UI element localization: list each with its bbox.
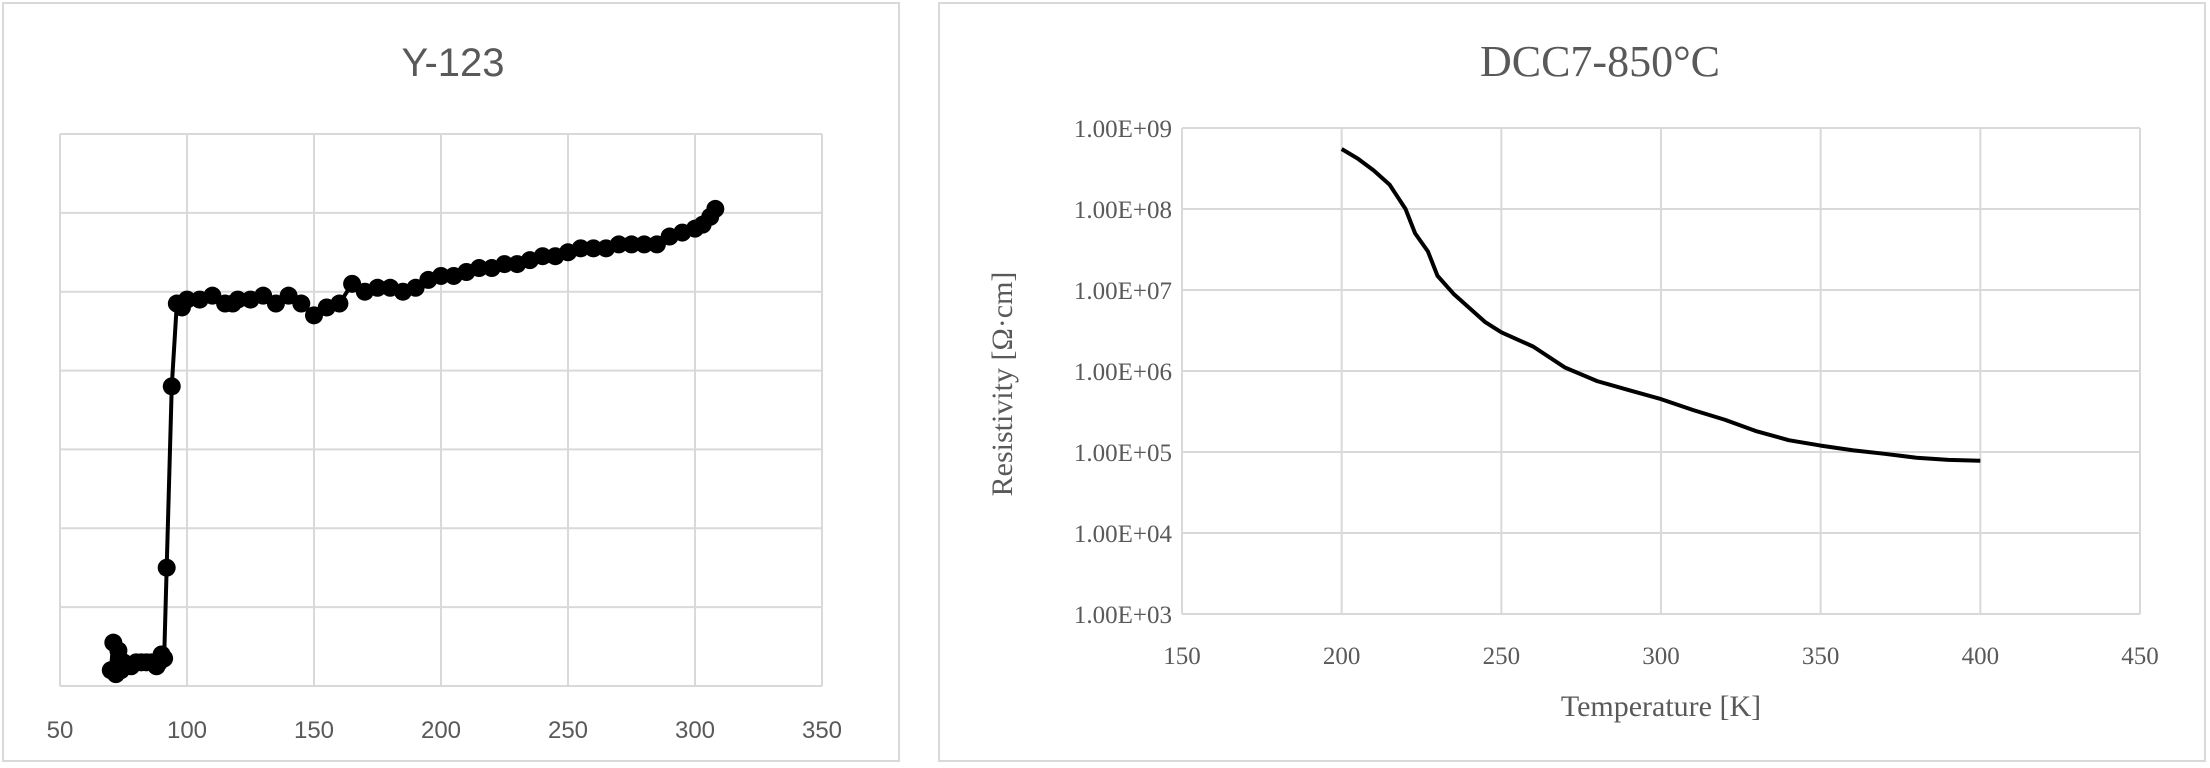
x-tick-label: 250 [548, 717, 588, 744]
series-line-group [108, 207, 718, 675]
data-point [584, 239, 603, 258]
x-tick-label: 350 [802, 717, 842, 744]
chart-dcc7-svg: 150 200 250 300 350 400 450 1.00E+031.00E+041.… [986, 37, 2159, 723]
x-tick-label: 450 [2121, 643, 2159, 670]
x-tick-labels: 150 200 250 300 350 400 450 [1163, 643, 2159, 670]
data-point [292, 294, 311, 313]
y-tick-label: 1.00E+09 [1074, 116, 1172, 143]
data-point [622, 235, 641, 254]
grid [1181, 127, 2141, 615]
chart-panel-y123: 50 100 150 200 250 300 350 Y-123 [2, 2, 900, 762]
data-point [228, 290, 247, 309]
y-tick-label: 1.00E+04 [1074, 521, 1173, 548]
data-point [157, 558, 176, 577]
y-tick-label: 1.00E+03 [1074, 602, 1172, 629]
y-tick-label: 1.00E+08 [1074, 197, 1172, 224]
chart-title: DCC7-850°C [1480, 37, 1720, 86]
y-tick-label: 1.00E+06 [1074, 359, 1172, 386]
y-axis-label: Resistivity [Ω·cm] [986, 272, 1019, 497]
series-point-group [101, 199, 725, 684]
data-point [533, 247, 552, 266]
chart-panel-dcc7: 150 200 250 300 350 400 450 1.00E+03 1.00E+04 1.… [938, 2, 2206, 762]
x-tick-label: 150 [1163, 643, 1201, 670]
data-point [635, 235, 654, 254]
y-tick-label: 1.00E+07 [1074, 278, 1172, 305]
data-point [495, 255, 514, 274]
x-tick-label: 150 [294, 717, 334, 744]
y-tick-labels: 1.00E+03 1.00E+04 1.00E+05 1.00E+06 1.00E+07… [1074, 116, 1173, 629]
series-line [108, 207, 718, 675]
x-tick-label: 200 [1323, 643, 1361, 670]
x-axis-label: Temperature [K] [1561, 690, 1761, 723]
x-tick-label: 350 [1802, 643, 1840, 670]
data-point [368, 278, 387, 297]
data-point [571, 239, 590, 258]
x-tick-label: 200 [421, 717, 461, 744]
x-tick-labels: 50 100 150 200 250 300 350 [47, 717, 842, 744]
series-line-group [1340, 147, 1981, 463]
data-point [470, 259, 489, 278]
data-point [178, 290, 196, 309]
data-point [155, 649, 174, 668]
chart-y123-svg: 50 100 150 200 250 300 350 Y-123 [47, 41, 842, 744]
data-point [162, 377, 181, 396]
y-tick-label: 1.00E+05 [1074, 440, 1172, 467]
data-point [706, 199, 725, 218]
data-point [330, 294, 349, 313]
x-tick-label: 100 [167, 717, 207, 744]
x-tick-label: 300 [675, 717, 715, 744]
x-tick-label: 250 [1483, 643, 1521, 670]
x-tick-label: 400 [1962, 643, 2000, 670]
data-point [609, 235, 628, 254]
chart-title: Y-123 [401, 41, 504, 85]
x-tick-label: 50 [47, 717, 74, 744]
x-tick-label: 300 [1642, 643, 1680, 670]
data-point [432, 266, 450, 285]
series-line [1340, 147, 1981, 463]
